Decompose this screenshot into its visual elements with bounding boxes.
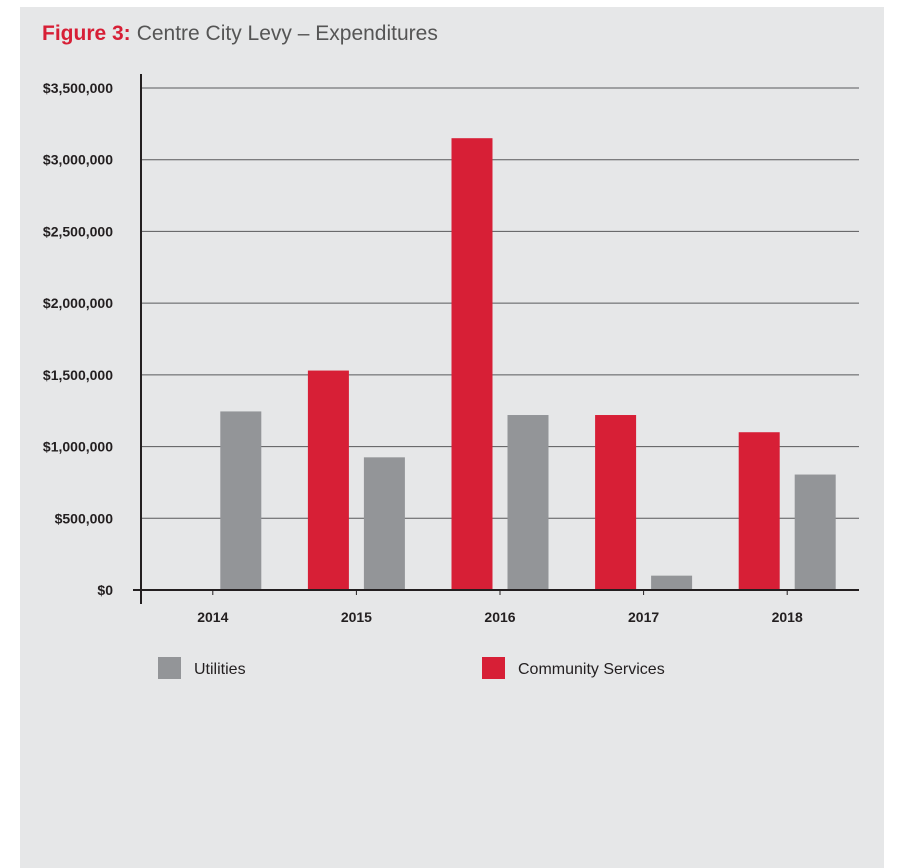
bar-utilities-2017: [651, 575, 693, 590]
y-tick-label: $2,000,000: [43, 295, 113, 311]
y-tick-label: $3,500,000: [43, 80, 113, 96]
x-tick-label: 2016: [484, 609, 515, 625]
bar-utilities-2014: [220, 411, 262, 590]
legend: Utilities Community Services: [158, 657, 665, 679]
x-tick-label: 2014: [197, 609, 228, 625]
x-tick-label: 2015: [341, 609, 372, 625]
axes: [133, 74, 859, 604]
y-tick-labels: $0 $500,000 $1,000,000 $1,500,000 $2,000,000…: [43, 80, 113, 598]
legend-label: Community Services: [518, 661, 665, 678]
figure-title-text: Centre City Levy – Expenditures: [136, 22, 438, 45]
bar-utilities-2015: [363, 457, 405, 590]
y-tick-label: $1,000,000: [43, 439, 113, 455]
bars: [220, 138, 836, 590]
y-tick-label: $0: [97, 582, 113, 598]
bar-community-services-2015: [307, 370, 349, 590]
x-tick-labels: 2014 2015 2016 2017 2018: [197, 609, 803, 625]
legend-swatch-utilities: [158, 657, 181, 679]
bar-community-services-2018: [738, 432, 780, 590]
legend-label: Utilities: [194, 661, 246, 678]
y-tick-label: $2,500,000: [43, 223, 113, 239]
bar-utilities-2016: [507, 415, 549, 590]
y-tick-label: $500,000: [55, 510, 114, 526]
y-tick-label: $3,000,000: [43, 152, 113, 168]
y-tick-label: $1,500,000: [43, 367, 113, 383]
x-tick-label: 2017: [628, 609, 659, 625]
grid-lines: [141, 87, 859, 519]
bar-community-services-2016: [451, 138, 493, 590]
figure-label: Figure 3:: [42, 22, 131, 45]
figure-title: Figure 3: Centre City Levy – Expenditures: [42, 22, 438, 46]
x-tick-label: 2018: [772, 609, 803, 625]
bar-utilities-2018: [794, 474, 836, 590]
legend-swatch-community-services: [482, 657, 505, 679]
bar-community-services-2017: [595, 415, 637, 590]
